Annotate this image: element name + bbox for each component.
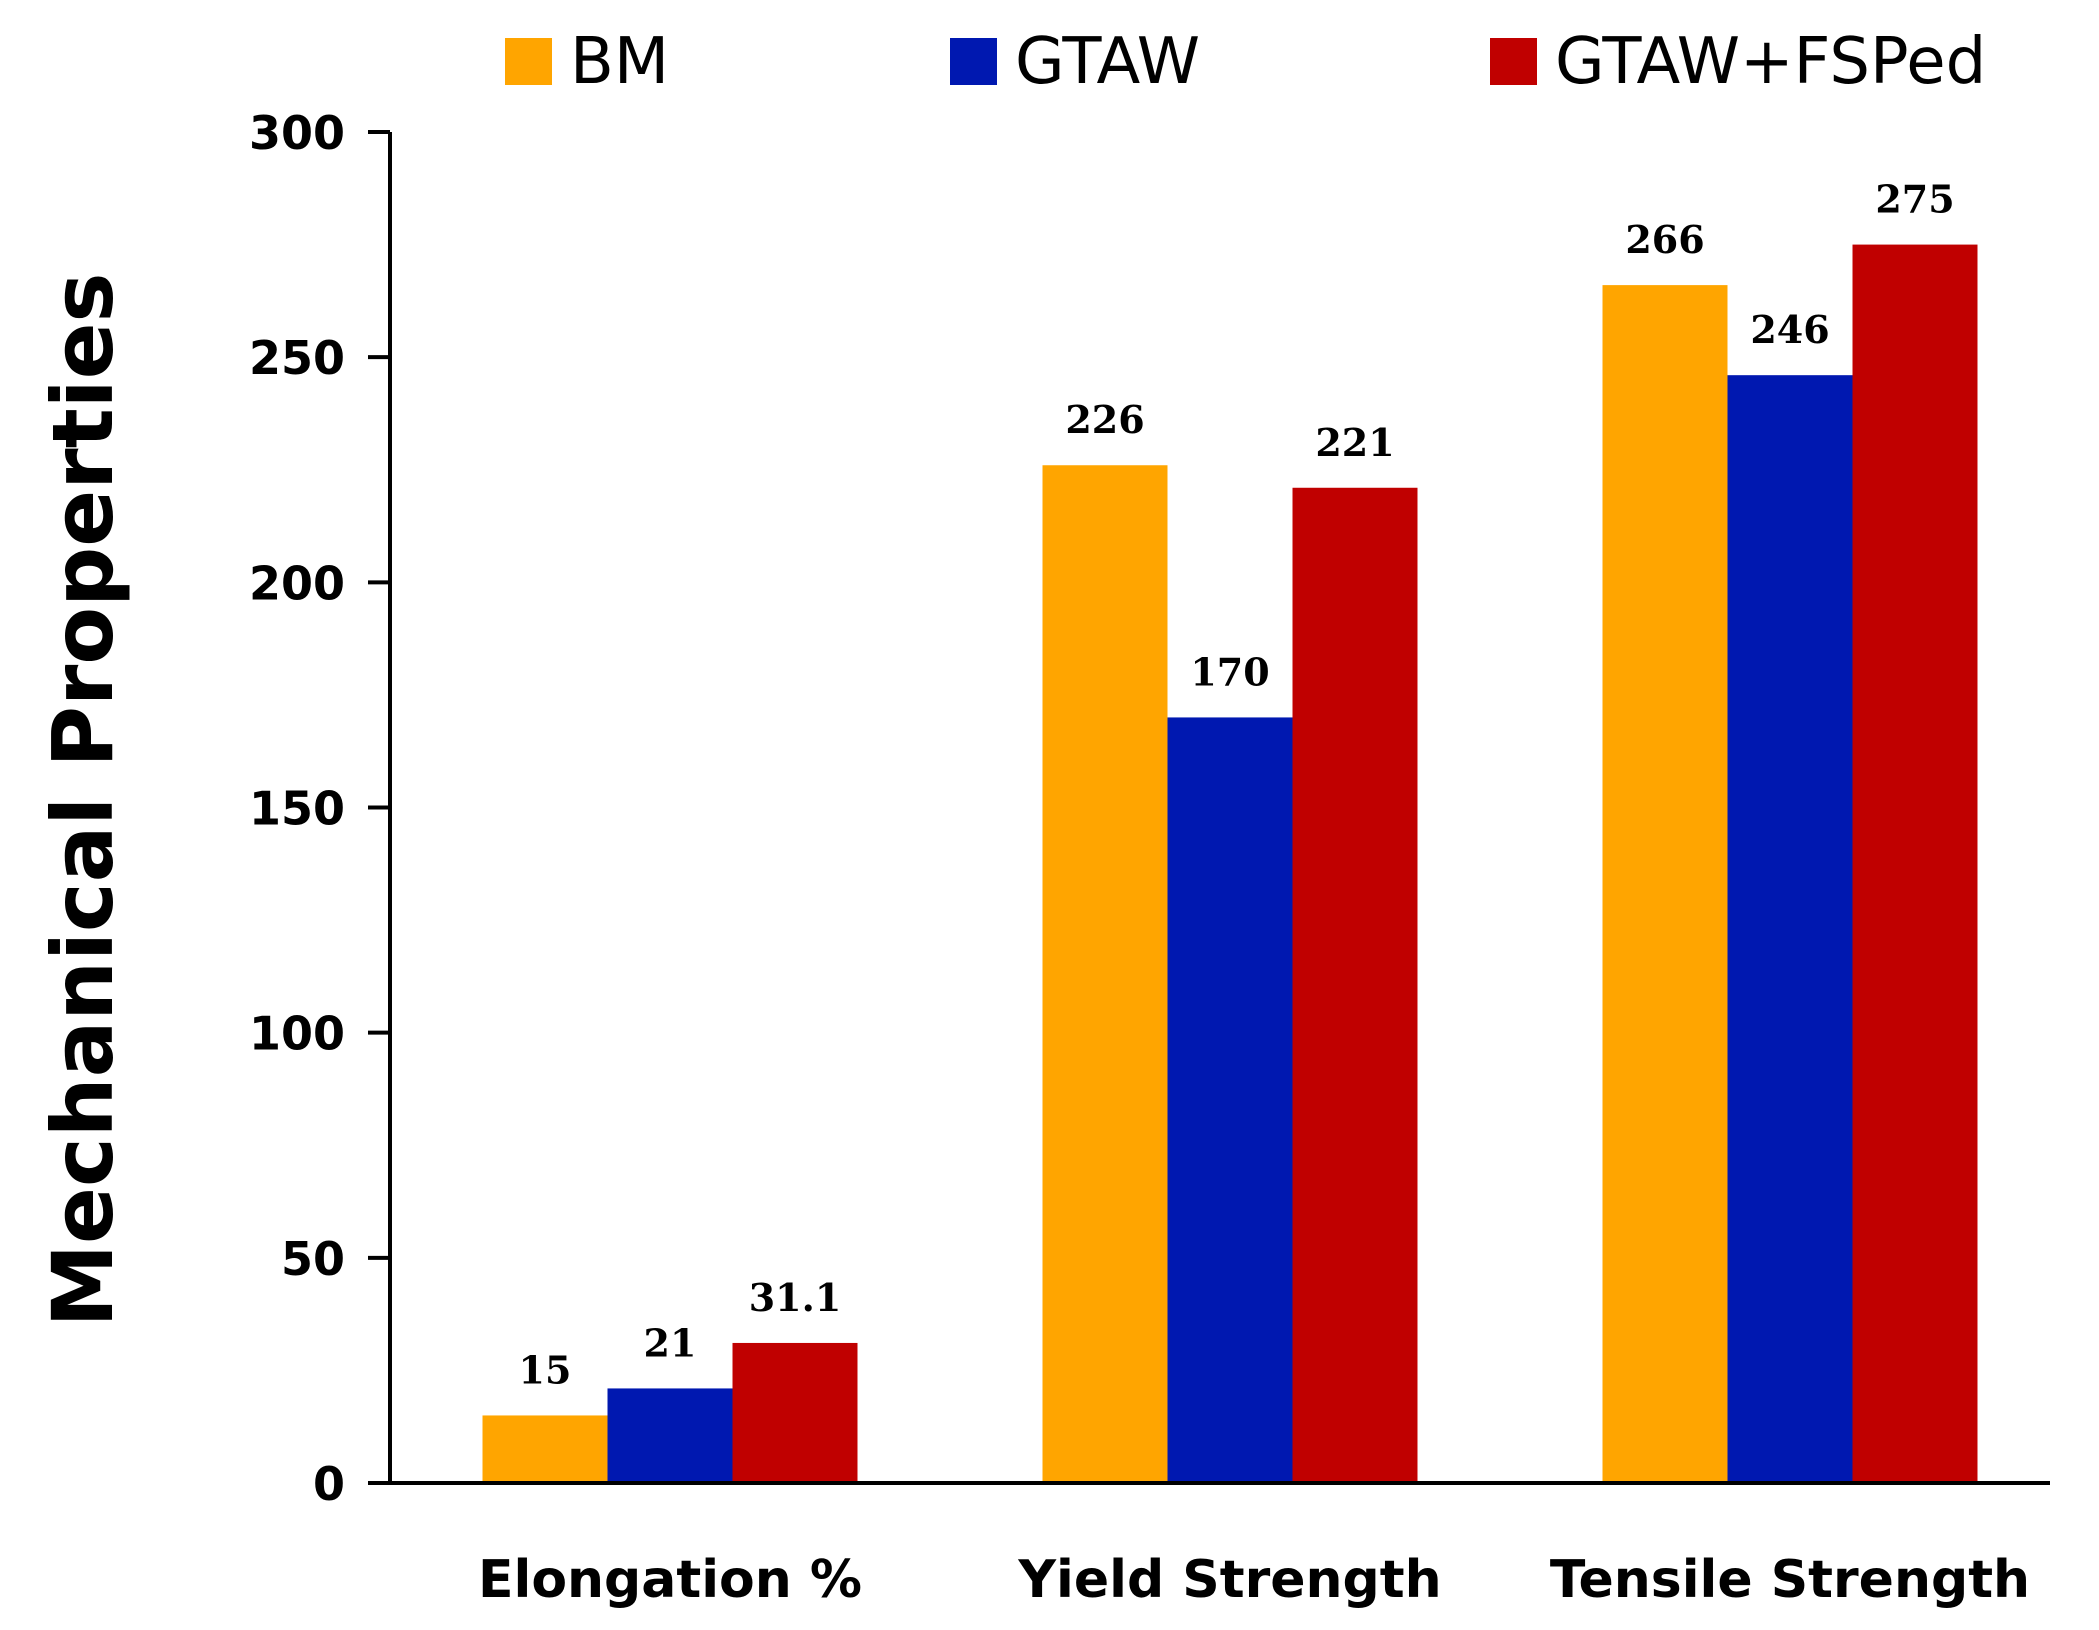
- category-labels: Elongation % Yield Strength Tensile Streng…: [478, 1550, 2030, 1610]
- y-tick-label-0: 0: [313, 1457, 345, 1511]
- data-label-gtaw-yield-strength: 170: [1190, 649, 1269, 694]
- bar-bm-elongation: [482, 1415, 608, 1483]
- legend-label-gtaw-fsped: GTAW+FSPed: [1555, 25, 1986, 99]
- data-label-gtaw-tensile-strength: 246: [1750, 307, 1829, 352]
- data-label-gtaw-elongation: 21: [644, 1320, 697, 1365]
- y-tick-label-300: 300: [249, 106, 345, 160]
- legend-swatch-bm: [505, 38, 552, 85]
- bar-bm-yield-strength: [1042, 465, 1168, 1483]
- bar-gtaw-yield-strength: [1167, 717, 1293, 1483]
- y-tick-label-250: 250: [249, 331, 345, 385]
- data-label-gtaw-fsped-tensile-strength: 275: [1875, 177, 1954, 222]
- legend-swatch-gtaw-fsped: [1490, 38, 1537, 85]
- category-label-elongation: Elongation %: [478, 1550, 862, 1610]
- legend-label-gtaw: GTAW: [1015, 25, 1200, 99]
- data-label-gtaw-fsped-elongation: 31.1: [749, 1275, 842, 1320]
- data-label-gtaw-fsped-yield-strength: 221: [1315, 420, 1394, 465]
- y-axis-label: Mechanical Properties: [34, 272, 132, 1327]
- legend-swatch-gtaw: [950, 38, 997, 85]
- data-label-bm-elongation: 15: [519, 1347, 572, 1392]
- data-label-bm-tensile-strength: 266: [1625, 217, 1704, 262]
- bar-gtaw-fsped-tensile-strength: [1852, 244, 1978, 1483]
- y-tick-label-100: 100: [249, 1007, 345, 1061]
- bar-gtaw-fsped-elongation: [732, 1342, 858, 1483]
- data-labels: 15 21 31.1 226 170 221 266 246 275: [519, 177, 1955, 1393]
- data-label-bm-yield-strength: 226: [1065, 397, 1144, 442]
- bar-bm-tensile-strength: [1602, 285, 1728, 1484]
- category-label-yield-strength: Yield Strength: [1017, 1550, 1441, 1610]
- y-tick-label-200: 200: [249, 556, 345, 610]
- y-axis-ticks: 0 50 100 150 200 250 300: [249, 106, 390, 1511]
- y-tick-label-150: 150: [249, 782, 345, 836]
- bar-gtaw-fsped-yield-strength: [1292, 487, 1418, 1484]
- bar-gtaw-tensile-strength: [1727, 375, 1853, 1484]
- category-label-tensile-strength: Tensile Strength: [1550, 1550, 2030, 1610]
- y-tick-label-50: 50: [281, 1232, 345, 1286]
- legend: BM GTAW GTAW+FSPed: [505, 25, 1986, 99]
- bar-series: [482, 244, 1978, 1484]
- bar-gtaw-elongation: [607, 1388, 733, 1483]
- legend-label-bm: BM: [570, 25, 669, 99]
